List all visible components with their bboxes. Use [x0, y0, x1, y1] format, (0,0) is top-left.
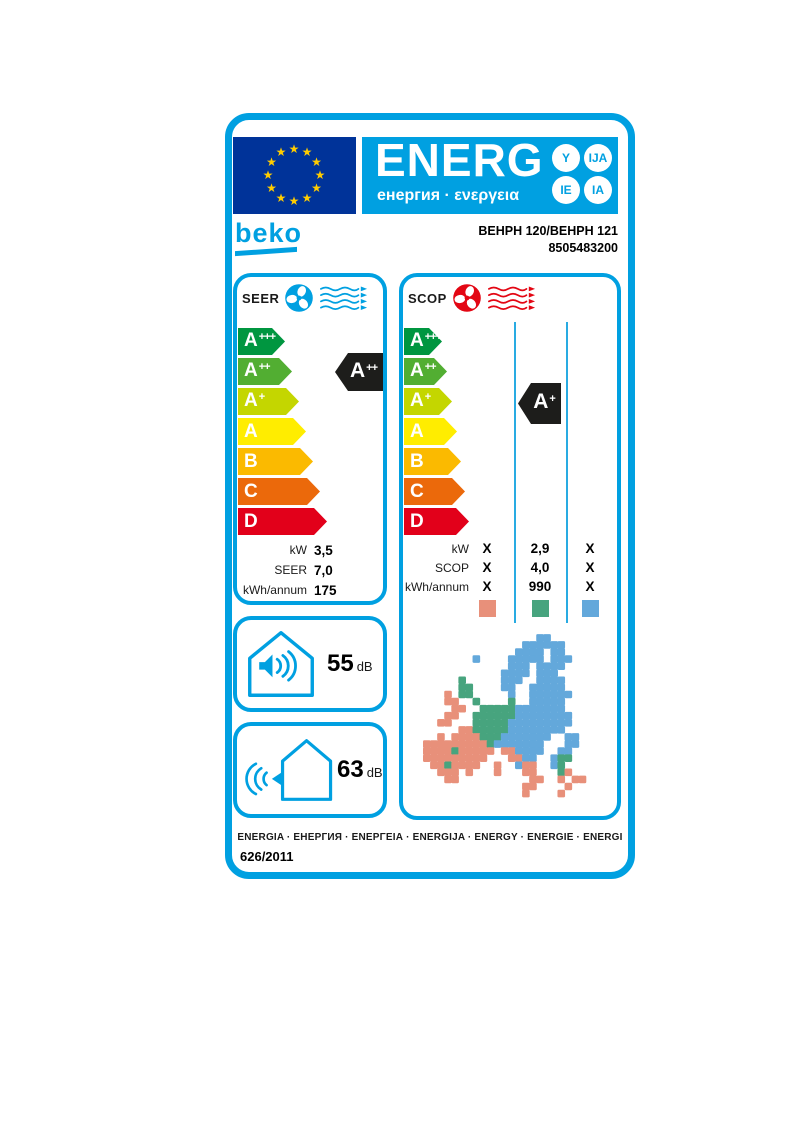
zone-square-colder — [582, 600, 599, 617]
scop-class-scale: A+++ A++ A+ A B C D — [404, 328, 469, 538]
energy-class-arrow-App: A++ — [238, 358, 292, 385]
energy-class-arrow-A: A — [404, 418, 457, 445]
spec-row-kw: kW 3,5 — [289, 542, 333, 558]
scop-title: SCOP — [408, 290, 447, 306]
eu-star-icon: ★ — [301, 145, 313, 160]
energy-class-arrow-Ap: A+ — [404, 388, 452, 415]
energy-class-arrow-App: A++ — [404, 358, 447, 385]
energ-title: ENERG — [375, 134, 544, 186]
eu-star-icon: ★ — [311, 181, 322, 195]
footer-regulation: 626/2011 — [240, 849, 294, 864]
scop-spec-row-scop: SCOP X 4,0 X — [434, 560, 595, 575]
eu-flag: ★ ★ ★ ★ ★ ★ ★ ★ ★ ★ ★ ★ — [233, 137, 356, 214]
eu-star-icon: ★ — [301, 190, 313, 205]
energy-class-arrow-D: D — [404, 508, 469, 535]
energ-circle-ie: IE — [552, 176, 580, 204]
heating-header: SCOP — [408, 283, 537, 313]
footer-languages: ENERGIA · ЕНЕРГИЯ · ΕΝΕΡΓΕΙΑ · ENERGIJA … — [237, 832, 623, 843]
eu-star-icon: ★ — [266, 181, 277, 195]
energy-class-arrow-B: B — [238, 448, 313, 475]
energy-class-arrow-Ap: A+ — [238, 388, 299, 415]
energy-label: ★ ★ ★ ★ ★ ★ ★ ★ ★ ★ ★ ★ ENERG енергия · ενεργεια Y … — [225, 113, 635, 879]
outdoor-noise-value: 63 dB — [337, 756, 383, 783]
fan-cooling-icon — [285, 284, 314, 312]
eu-star-icon: ★ — [275, 190, 287, 205]
energ-circle-ija: IJA — [584, 144, 612, 172]
model-info: BEHPH 120/BEHPH 121 8505483200 — [478, 223, 618, 257]
spec-row-kwh: kWh/annum 175 — [242, 582, 337, 598]
climate-zone-legend — [403, 600, 617, 617]
energ-logo-box: ENERG енергия · ενεργεια Y IJA IE IA — [362, 134, 618, 214]
indoor-noise-value: 55 dB — [327, 650, 373, 677]
energ-language-circles: Y IJA IE IA — [552, 144, 612, 204]
brand-name: beko — [235, 218, 303, 248]
seer-class-scale: A+++ A++ A+ A B C D — [238, 328, 327, 538]
eu-star-icon: ★ — [288, 142, 300, 156]
scop-spec-row-kw: kW X 2,9 X — [451, 541, 595, 556]
brand-logo: beko — [235, 218, 303, 257]
brand-underline — [235, 246, 297, 257]
energy-class-arrow-Appp: A+++ — [238, 328, 285, 355]
energy-class-arrow-C: C — [238, 478, 320, 505]
energy-class-arrow-A: A — [238, 418, 306, 445]
warm-airflow-icon — [487, 285, 535, 310]
eu-star-icon: ★ — [266, 155, 277, 169]
spec-row-seer: SEER 7,0 — [274, 562, 333, 578]
scop-spec-row-kwh: kWh/annum X 990 X — [404, 579, 595, 594]
zone-square-warmer — [479, 600, 496, 617]
energy-class-arrow-Appp: A+++ — [404, 328, 442, 355]
cooling-header: SEER — [242, 283, 369, 313]
outdoor-noise-section: 63 dB — [233, 722, 387, 818]
fan-heating-icon — [453, 284, 481, 312]
energ-subtitle: енергия · ενεργεια — [377, 187, 520, 204]
indoor-noise-section: 55 dB — [233, 616, 387, 712]
zone-divider-line-1 — [514, 322, 516, 623]
zone-square-average — [532, 600, 549, 617]
energ-circle-ia: IA — [584, 176, 612, 204]
scop-specs: kW X 2,9 X SCOP X 4,0 X kWh/annum X 990 … — [403, 540, 617, 597]
zone-divider-line-2 — [566, 322, 568, 623]
product-code: 8505483200 — [548, 241, 618, 255]
cool-airflow-icon — [320, 285, 368, 310]
energ-circle-y: Y — [552, 144, 580, 172]
scop-rating-pointer: A+ — [518, 383, 561, 424]
cooling-section: SEER A+++ A++ A+ A B C D — [233, 273, 387, 605]
eu-star-icon: ★ — [275, 145, 287, 160]
energy-class-arrow-B: B — [404, 448, 461, 475]
heating-section: SCOP A++ — [399, 273, 621, 820]
house-indoor-noise-icon — [248, 631, 314, 697]
energy-class-arrow-D: D — [238, 508, 327, 535]
seer-specs: kW 3,5 SEER 7,0 kWh/annum 175 — [237, 540, 383, 600]
eu-star-icon: ★ — [288, 194, 300, 208]
seer-title: SEER — [242, 290, 280, 306]
model-number: BEHPH 120/BEHPH 121 — [478, 224, 618, 238]
eu-star-icon: ★ — [314, 168, 326, 182]
eu-star-icon: ★ — [262, 168, 274, 182]
energy-class-arrow-C: C — [404, 478, 465, 505]
house-outdoor-noise-icon — [245, 739, 333, 801]
seer-rating-pointer: A++ — [335, 353, 383, 391]
europe-climate-map — [423, 625, 607, 813]
eu-star-icon: ★ — [311, 155, 322, 169]
